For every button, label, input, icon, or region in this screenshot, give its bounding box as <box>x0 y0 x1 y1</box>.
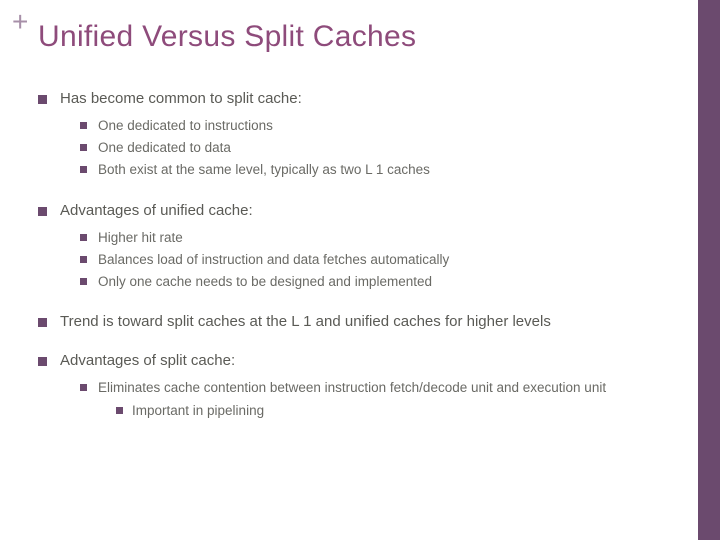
bullet-lvl2: Eliminates cache contention between inst… <box>80 379 686 419</box>
bullet-text: One dedicated to instructions <box>98 118 273 133</box>
bullet-text: Balances load of instruction and data fe… <box>98 252 449 267</box>
right-sidebar <box>698 0 720 540</box>
bullet-text: Only one cache needs to be designed and … <box>98 274 432 289</box>
bullet-lvl1: Advantages of unified cache: Higher hit … <box>38 202 686 292</box>
bullet-lvl2: Higher hit rate <box>80 229 686 247</box>
bullet-text: Has become common to split cache: <box>60 90 302 107</box>
bullet-lvl3: Important in pipelining <box>116 402 686 420</box>
bullet-text: Advantages of split cache: <box>60 352 235 369</box>
bullet-text: Important in pipelining <box>132 403 264 418</box>
bullet-text: Higher hit rate <box>98 230 183 245</box>
bullet-text: One dedicated to data <box>98 140 231 155</box>
bullet-subsublist: Important in pipelining <box>98 402 686 420</box>
bullet-lvl1: Has become common to split cache: One de… <box>38 90 686 180</box>
bullet-text: Trend is toward split caches at the L 1 … <box>60 313 551 330</box>
bullet-lvl2: One dedicated to instructions <box>80 117 686 135</box>
bullet-text: Eliminates cache contention between inst… <box>98 380 606 395</box>
bullet-text: Advantages of unified cache: <box>60 202 253 219</box>
bullet-lvl2: One dedicated to data <box>80 139 686 157</box>
bullet-lvl2: Only one cache needs to be designed and … <box>80 273 686 291</box>
bullet-text: Both exist at the same level, typically … <box>98 162 430 177</box>
bullet-sublist: Eliminates cache contention between inst… <box>60 379 686 419</box>
slide-content: Unified Versus Split Caches Has become c… <box>38 20 686 442</box>
bullet-list: Has become common to split cache: One de… <box>38 90 686 420</box>
bullet-sublist: One dedicated to instructions One dedica… <box>60 117 686 180</box>
slide-title: Unified Versus Split Caches <box>38 20 686 54</box>
bullet-lvl1: Advantages of split cache: Eliminates ca… <box>38 352 686 419</box>
bullet-lvl1: Trend is toward split caches at the L 1 … <box>38 313 686 330</box>
bullet-lvl2: Balances load of instruction and data fe… <box>80 251 686 269</box>
bullet-lvl2: Both exist at the same level, typically … <box>80 161 686 179</box>
plus-decor: + <box>12 6 28 38</box>
bullet-sublist: Higher hit rate Balances load of instruc… <box>60 229 686 292</box>
